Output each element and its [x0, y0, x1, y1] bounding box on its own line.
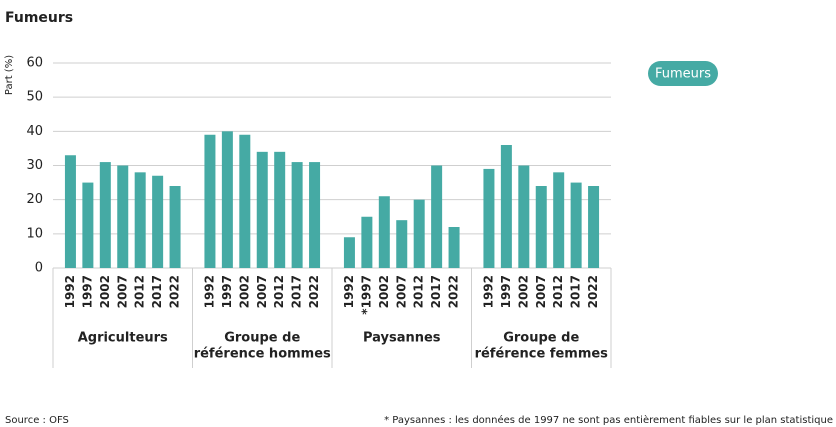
bar: [274, 151, 286, 268]
x-tick-label: 2022: [586, 275, 600, 308]
x-tick-label: 2022: [447, 275, 461, 308]
bar: [343, 237, 355, 268]
x-tick-label: 2007: [255, 275, 269, 308]
y-tick-label: 40: [26, 124, 43, 139]
bar: [291, 162, 303, 268]
bar: [483, 168, 495, 268]
x-tick-label: 1992: [202, 275, 216, 308]
group-label: Paysannes: [363, 331, 441, 346]
x-tick-label: 2017: [569, 275, 583, 308]
bar: [117, 165, 129, 268]
y-tick-label: 0: [35, 261, 43, 276]
x-tick-label: 1997: [80, 275, 94, 308]
chart-title: Fumeurs: [5, 10, 73, 26]
footnote: * Paysannes : les données de 1997 ne son…: [384, 414, 833, 426]
x-tick-label: 2012: [412, 275, 426, 308]
y-tick-label: 20: [26, 192, 43, 207]
legend-label: Fumeurs: [655, 67, 711, 82]
x-tick-label: 1992: [481, 275, 495, 308]
y-tick-label: 10: [26, 226, 43, 241]
bar: [431, 165, 443, 268]
x-tick-label: 1997: [499, 275, 513, 308]
y-tick-label: 30: [26, 158, 43, 173]
bar: [553, 172, 565, 268]
bar: [169, 186, 181, 268]
x-tick-label: 1992: [63, 275, 77, 308]
x-tick-label: 2017: [150, 275, 164, 308]
bar: [99, 162, 111, 268]
bar: [448, 227, 460, 268]
bar: [413, 199, 425, 268]
x-tick-label: 2017: [290, 275, 304, 308]
bar: [378, 196, 390, 268]
bar: [500, 145, 512, 268]
x-tick-label: 2012: [551, 275, 565, 308]
x-tick-label: 2012: [133, 275, 147, 308]
bar: [396, 220, 408, 268]
x-tick-label: 2002: [98, 275, 112, 308]
bar: [152, 175, 164, 268]
x-tick-label: 2022: [307, 275, 321, 308]
legend-item: [648, 61, 718, 86]
group-label: référence femmes: [475, 347, 609, 362]
x-tick-label: 2017: [429, 275, 443, 308]
y-axis-label: Part (%): [4, 55, 15, 95]
bar: [309, 162, 321, 268]
x-tick-label: 1997: [220, 275, 234, 308]
x-tick-label: 2022: [168, 275, 182, 308]
bar: [221, 131, 233, 268]
bar: [64, 155, 76, 268]
bar: [570, 182, 582, 268]
group-label: Agriculteurs: [78, 331, 168, 346]
x-tick-label: 1992: [342, 275, 356, 308]
bar: [518, 165, 530, 268]
x-tick-label: 2002: [516, 275, 530, 308]
x-tick-label: 2007: [394, 275, 408, 308]
y-tick-label: 60: [26, 56, 43, 71]
bar: [82, 182, 94, 268]
x-tick-label: *1997: [359, 275, 373, 315]
x-tick-label: 2007: [115, 275, 129, 308]
bar: [361, 216, 373, 268]
bar: [204, 134, 216, 268]
bar: [134, 172, 146, 268]
y-tick-label: 50: [26, 90, 43, 105]
group-label: Groupe de: [224, 331, 300, 346]
x-tick-label: 2002: [377, 275, 391, 308]
x-tick-label: 2007: [534, 275, 548, 308]
bar: [256, 151, 268, 268]
source: Source : OFS: [5, 415, 69, 426]
group-label: référence hommes: [194, 347, 331, 362]
group-label: Groupe de: [503, 331, 579, 346]
bar: [588, 186, 600, 268]
bar: [535, 186, 547, 268]
x-tick-label: 2002: [237, 275, 251, 308]
bar: [239, 134, 251, 268]
x-tick-label: 2012: [272, 275, 286, 308]
